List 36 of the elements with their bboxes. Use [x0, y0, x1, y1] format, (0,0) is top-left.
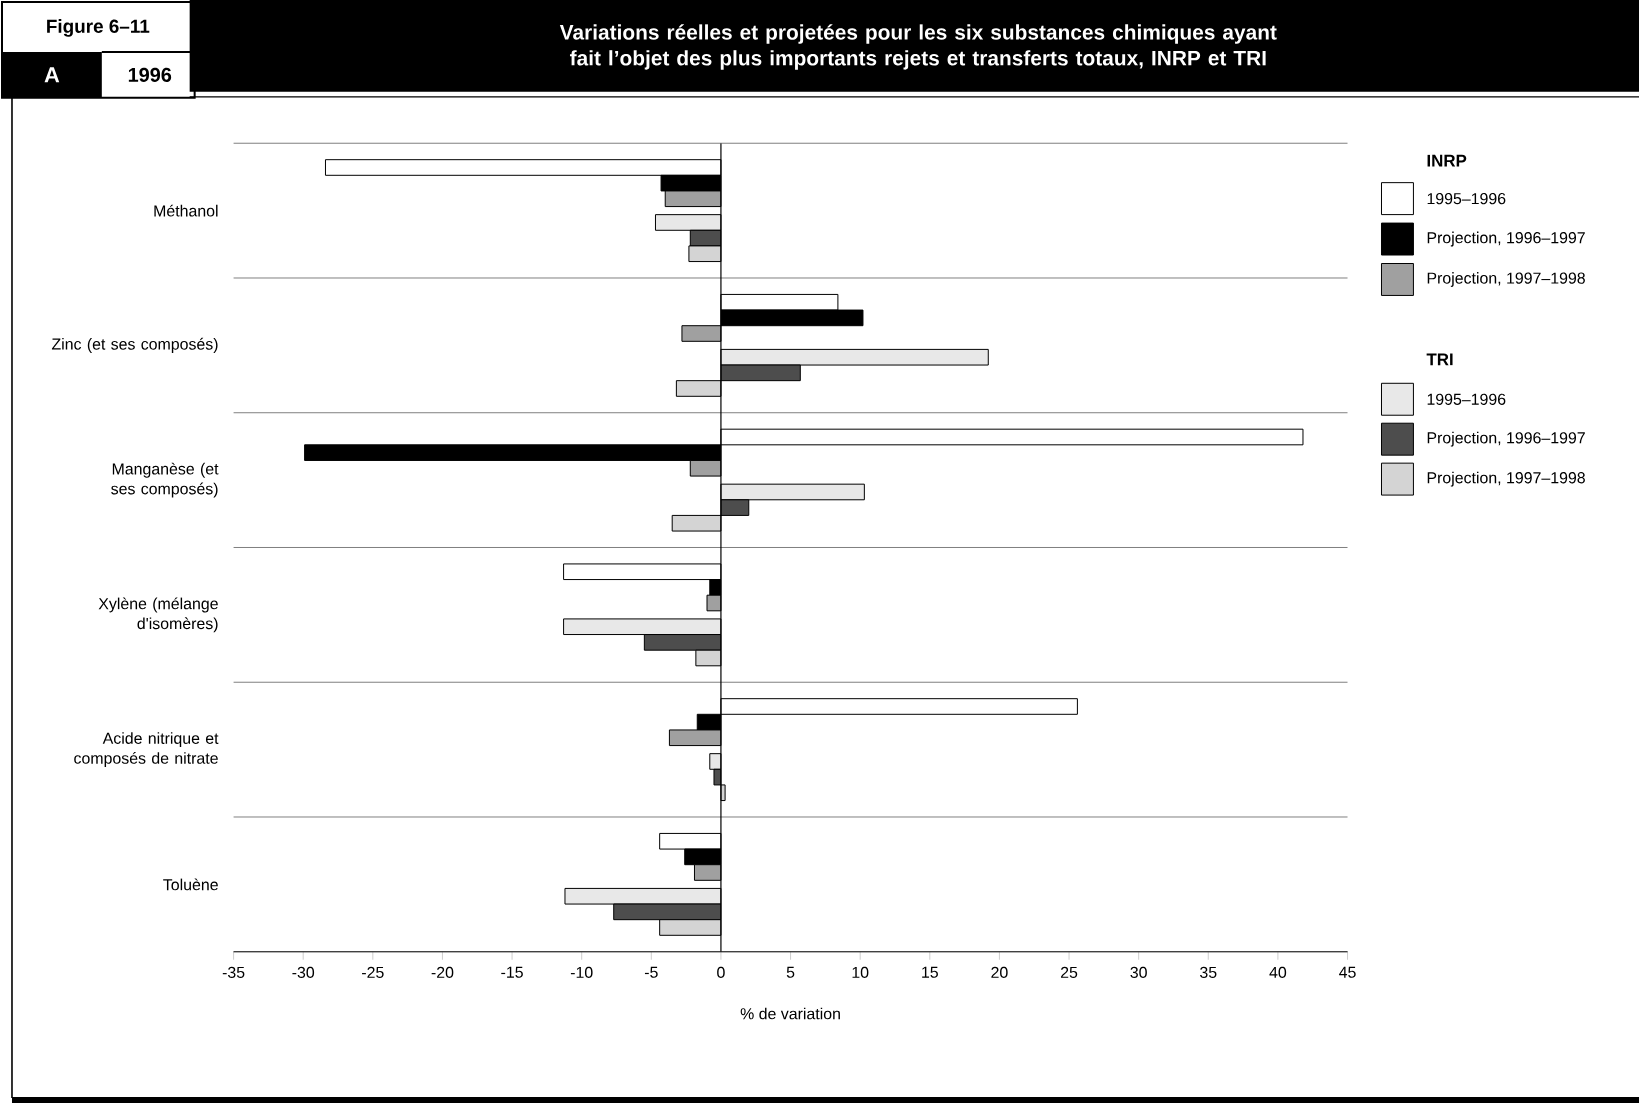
text: INRP — [1427, 154, 1467, 167]
x-tick-label: 30 — [1130, 966, 1147, 979]
y-tick-label: Méthanol — [154, 204, 218, 217]
x-tick-label: 20 — [991, 966, 1008, 979]
text: A — [44, 67, 60, 83]
y-tick-label: Xylène (mélange d'isomères) — [98, 597, 218, 633]
x-tick-label: -5 — [644, 966, 658, 978]
text: TRI — [1426, 353, 1453, 366]
chart-title: Variations réelles et projetées pour les six substances chimiques ayant fait l’objet des plus importants rejets et transferts totaux, INRP et TRI — [559, 24, 1277, 70]
legend-label: Projection, 1997–1998 — [1427, 272, 1585, 287]
x-tick-label: 40 — [1269, 966, 1287, 979]
x-axis-title: % de variation — [740, 1007, 840, 1020]
x-tick-label: -30 — [292, 966, 315, 979]
y-tick-label: Zinc (et ses composés) — [51, 337, 218, 353]
y-tick-label: Acide nitrique et composés de nitrate — [74, 732, 219, 767]
x-tick-label: -10 — [570, 966, 593, 979]
legend-label: 1995–1996 — [1427, 393, 1506, 405]
x-tick-label: -15 — [501, 966, 523, 978]
legend-label: Projection, 1996–1997 — [1427, 431, 1585, 447]
text: 1996 — [128, 67, 172, 82]
legend-label: 1995–1996 — [1427, 193, 1506, 205]
legend-label: Projection, 1996–1997 — [1427, 231, 1585, 247]
y-tick-label: Toluène — [163, 878, 218, 891]
x-tick-label: -35 — [222, 966, 245, 979]
x-tick-label: -25 — [362, 966, 384, 979]
x-tick-label: -20 — [431, 966, 454, 979]
x-tick-label: 0 — [717, 966, 725, 979]
x-tick-label: 15 — [922, 966, 938, 978]
x-tick-label: 25 — [1061, 966, 1078, 979]
x-tick-label: 45 — [1339, 966, 1356, 978]
x-tick-label: 35 — [1200, 966, 1217, 979]
y-tick-label: Manganèse (et ses composés) — [111, 462, 219, 498]
x-tick-label: 10 — [852, 966, 869, 979]
caption: Figure 6–11 — [47, 19, 150, 37]
x-tick-label: 5 — [786, 966, 795, 978]
legend-label: Projection, 1997–1998 — [1427, 471, 1585, 487]
